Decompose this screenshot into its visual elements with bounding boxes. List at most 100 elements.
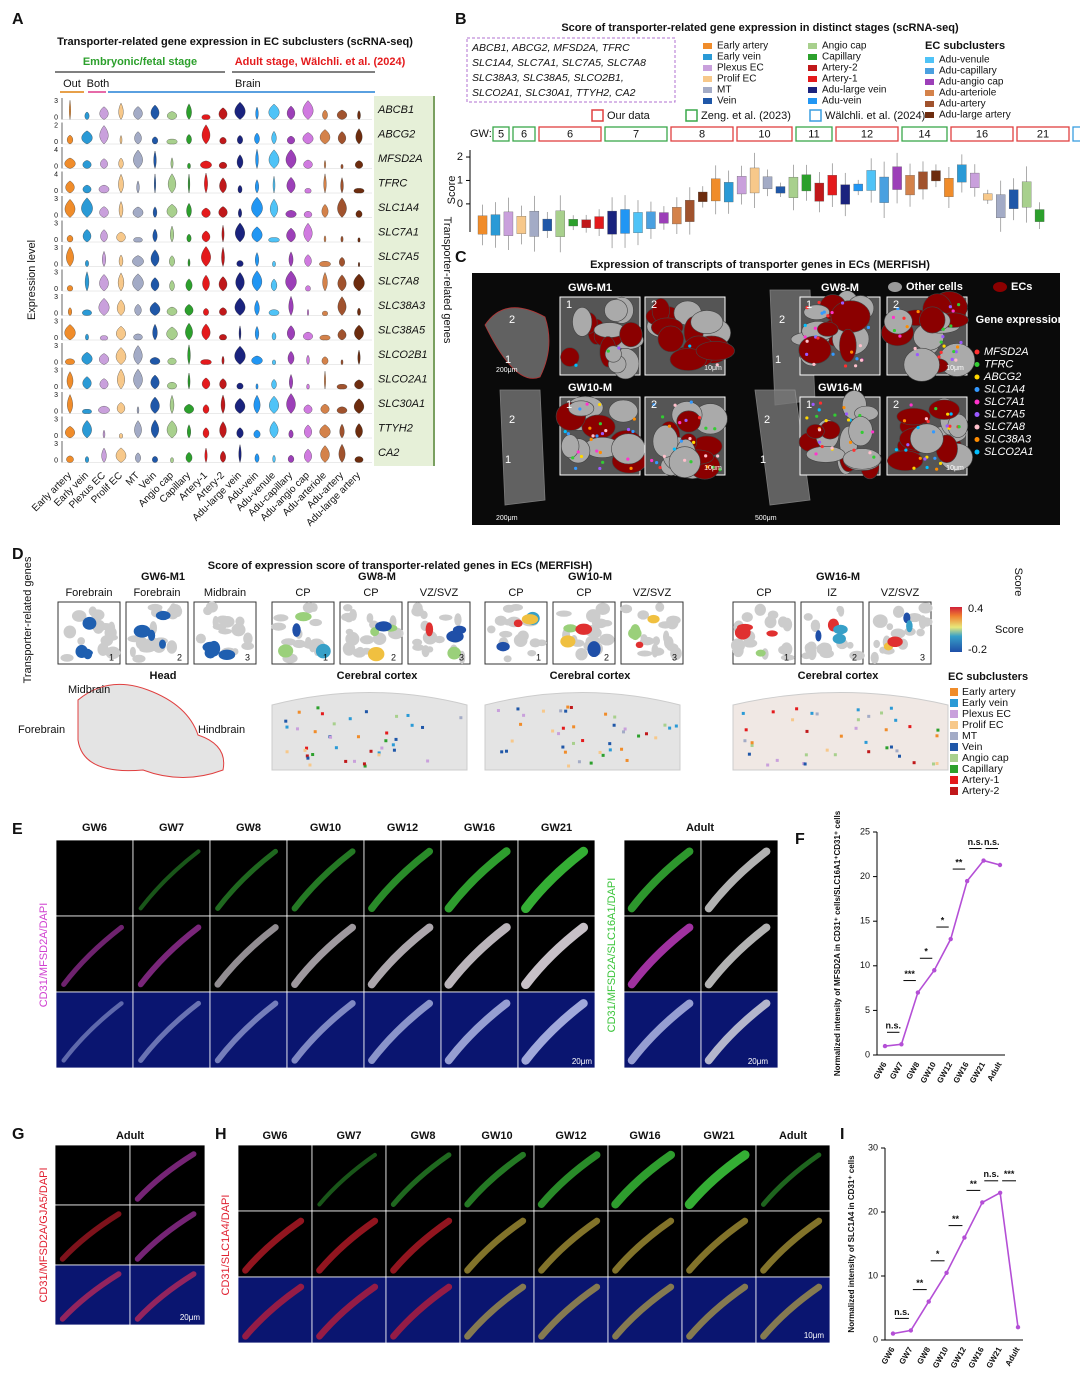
column-label: GW7 <box>336 1130 361 1142</box>
violin <box>150 374 160 390</box>
violin <box>99 274 109 292</box>
y-tick-label: 1 <box>457 174 463 186</box>
ec-dot <box>791 718 795 722</box>
transcript-dot <box>955 345 960 349</box>
legend-swatch <box>950 765 958 773</box>
violin <box>285 270 297 292</box>
cell <box>439 614 453 621</box>
box <box>620 209 630 234</box>
row-tick-label: 0 <box>54 310 58 317</box>
legend-label: Angio cap <box>962 752 1009 764</box>
transcript-dot <box>812 362 816 366</box>
gw-box <box>736 126 793 142</box>
violin <box>102 250 106 267</box>
violin <box>64 157 76 169</box>
cell <box>637 610 649 620</box>
transcript-dot <box>923 457 927 461</box>
gw-box <box>950 126 1014 142</box>
violin <box>117 368 125 390</box>
violin <box>99 106 109 120</box>
cell <box>345 628 354 635</box>
cell <box>599 633 615 646</box>
cell <box>652 636 661 646</box>
ec-cell <box>513 619 523 628</box>
other-cell <box>909 423 944 454</box>
cell <box>801 652 812 660</box>
transcript-dot <box>650 458 654 463</box>
other-cell <box>690 310 724 335</box>
transcript-dot <box>595 449 599 453</box>
ec-dot <box>563 750 567 754</box>
ec-cell <box>676 410 701 433</box>
tile-number: 1 <box>536 652 541 662</box>
violin <box>133 106 143 120</box>
row-tick-label: 3 <box>54 441 58 448</box>
transcript-dot <box>846 418 851 422</box>
violin <box>154 173 156 194</box>
legend-swatch <box>950 743 958 751</box>
legend-label: Adu-artery <box>939 99 986 110</box>
ec-dot <box>864 740 868 744</box>
violin <box>167 382 177 390</box>
cell <box>412 644 425 651</box>
tile-label: Midbrain <box>204 587 246 599</box>
violin <box>219 334 227 341</box>
cell <box>77 637 86 646</box>
violin <box>234 101 246 120</box>
ec-dot <box>308 763 312 767</box>
violin <box>255 179 259 194</box>
row-tick-label: 0 <box>54 408 58 415</box>
violin <box>353 398 365 414</box>
transcript-dot <box>948 305 952 309</box>
violin <box>355 160 363 169</box>
vessel <box>611 1150 676 1209</box>
violin <box>169 255 175 267</box>
transcript-dot <box>941 327 945 331</box>
ec-cell <box>635 641 644 649</box>
transcript-dot <box>818 401 823 405</box>
ec-dot <box>561 726 565 730</box>
vessel <box>760 1283 823 1340</box>
scale-bar: 10μm <box>946 365 964 372</box>
y-tick-label: 5 <box>865 1005 870 1015</box>
violin <box>149 302 161 316</box>
cell <box>732 644 744 658</box>
cell <box>777 616 789 628</box>
cell <box>595 602 611 615</box>
violin <box>354 379 364 390</box>
tissue <box>484 307 550 379</box>
ec-dot <box>885 746 889 750</box>
violin <box>186 134 192 145</box>
ec-dot <box>561 745 565 749</box>
y-tick-label: 2 <box>457 151 463 163</box>
gw-box <box>604 126 668 142</box>
vessel <box>686 1217 749 1274</box>
violin <box>305 285 311 292</box>
violin <box>218 276 228 292</box>
ec-cell <box>278 644 294 658</box>
legend-swatch <box>950 699 958 707</box>
ec-dot <box>771 710 775 714</box>
cell <box>529 638 541 648</box>
cell <box>906 612 923 623</box>
violin <box>187 163 191 169</box>
point <box>890 1331 896 1336</box>
violin <box>219 421 227 439</box>
box <box>749 167 760 194</box>
violin <box>201 114 211 120</box>
violin <box>221 225 225 243</box>
transcript-dot <box>905 325 909 329</box>
cell <box>366 613 374 624</box>
gene-label: TTYH2 <box>378 423 413 435</box>
ec-dot <box>867 750 871 754</box>
gw-box <box>835 126 899 142</box>
cell <box>234 623 245 633</box>
gene-label: SLC7A8 <box>378 276 420 288</box>
transcript-dot <box>843 364 848 368</box>
transcript-dot <box>916 425 920 430</box>
violin <box>251 226 263 243</box>
region-label: 2 <box>509 414 515 426</box>
legend-label: Adu-venule <box>939 55 990 66</box>
ec-dot <box>856 708 860 712</box>
cell <box>846 641 854 649</box>
